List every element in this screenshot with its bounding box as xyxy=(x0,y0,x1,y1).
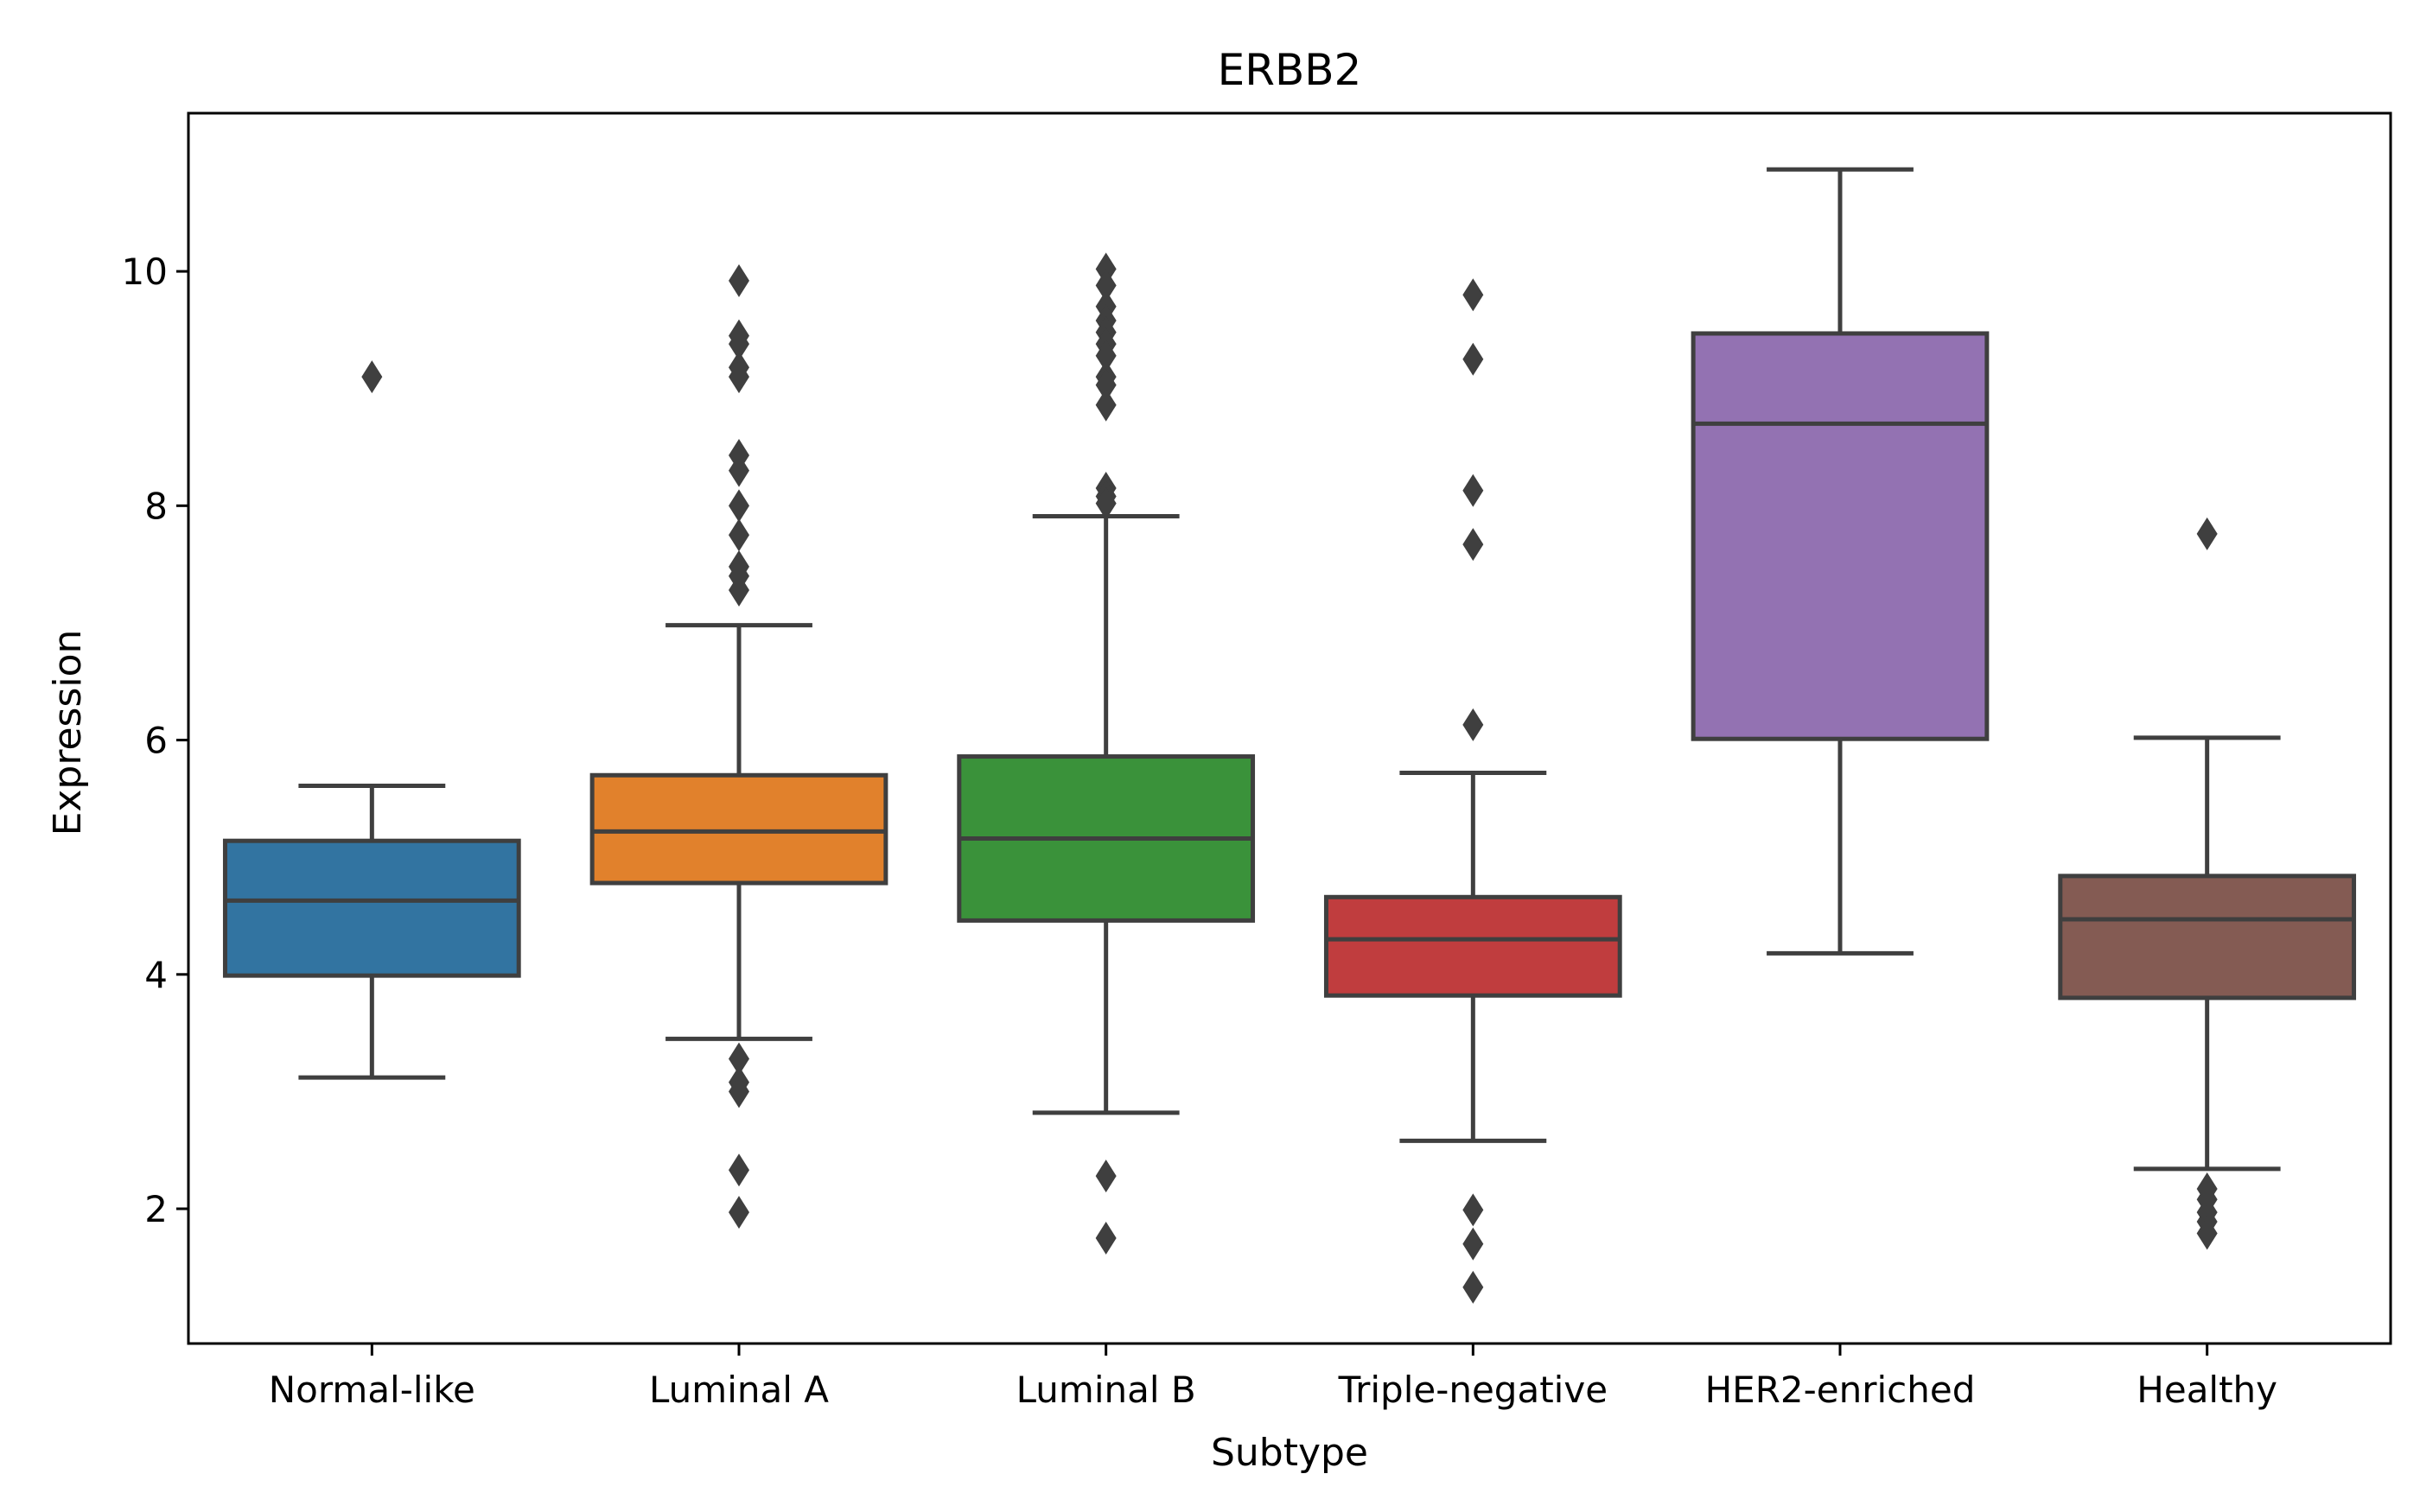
outlier-point xyxy=(1095,388,1117,422)
y-tick-label: 8 xyxy=(144,485,168,527)
box xyxy=(1691,331,1990,741)
outlier-point xyxy=(729,1042,749,1076)
outlier-point xyxy=(729,489,749,523)
outlier-point xyxy=(729,573,749,607)
outlier-point xyxy=(2196,517,2218,550)
outlier-point xyxy=(1095,269,1117,302)
outlier-point xyxy=(729,264,749,297)
outlier-point xyxy=(729,454,749,487)
outlier-point xyxy=(1462,1227,1484,1261)
chart-title: ERBB2 xyxy=(1218,45,1362,95)
box xyxy=(222,838,521,978)
x-tick-label: Healthy xyxy=(2137,1369,2277,1411)
plot-area: 2 4 6 8 10 Normal-like Luminal A Luminal B Tripl… xyxy=(122,167,2357,1411)
outlier-point xyxy=(1462,342,1484,376)
outlier-point xyxy=(729,327,749,361)
x-tick-label: HER2-enriched xyxy=(1705,1369,1976,1411)
y-axis-label: Expression xyxy=(46,630,90,836)
outlier-point xyxy=(729,360,749,394)
outlier-point xyxy=(1462,528,1484,562)
y-tick-label: 10 xyxy=(122,251,168,293)
y-tick-label: 4 xyxy=(144,954,168,996)
y-tick-label: 6 xyxy=(144,720,168,762)
box xyxy=(1323,894,1622,998)
outlier-point xyxy=(729,518,749,552)
x-tick-label: Luminal A xyxy=(649,1369,829,1411)
box xyxy=(589,772,888,886)
outlier-point xyxy=(1462,1193,1484,1227)
y-tick-label: 2 xyxy=(144,1188,168,1230)
outlier-point xyxy=(729,1075,749,1109)
outlier-point xyxy=(1095,339,1117,372)
outlier-point xyxy=(1462,708,1484,741)
outlier-point xyxy=(1462,278,1484,312)
outlier-point xyxy=(729,1153,749,1187)
x-tick-label: Normal-like xyxy=(269,1369,475,1411)
x-tick-label: Triple-negative xyxy=(1338,1369,1608,1411)
outlier-point xyxy=(729,1196,749,1229)
outlier-point xyxy=(361,360,383,394)
outlier-point xyxy=(1095,368,1117,402)
plot-frame xyxy=(187,111,2392,1345)
outlier-point xyxy=(1462,473,1484,507)
outlier-point xyxy=(2196,1217,2218,1250)
outlier-point xyxy=(1462,1270,1484,1304)
x-tick-label: Luminal B xyxy=(1016,1369,1196,1411)
box xyxy=(2058,874,2357,1001)
outlier-point xyxy=(1095,486,1117,520)
x-axis-label: Subtype xyxy=(1211,1431,1368,1475)
outlier-point xyxy=(1095,1159,1117,1193)
outlier-point xyxy=(1095,1221,1117,1255)
